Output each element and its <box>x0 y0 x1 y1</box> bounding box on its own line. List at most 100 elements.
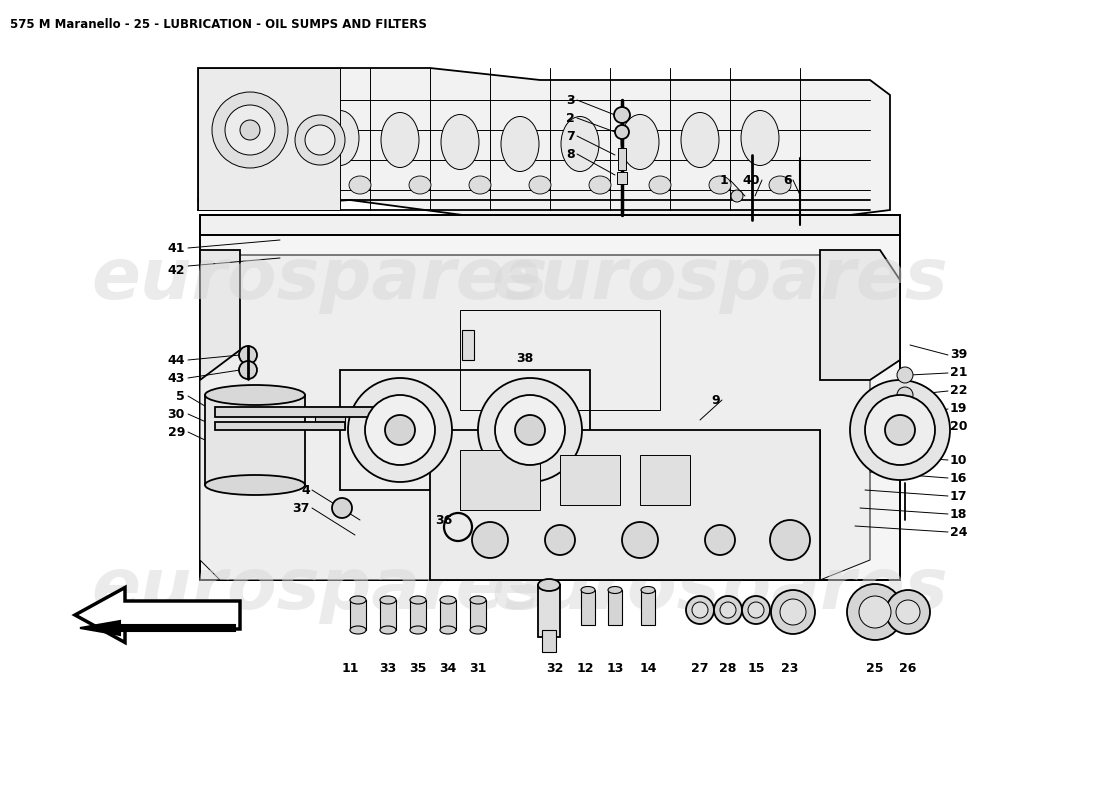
Circle shape <box>886 590 929 634</box>
Circle shape <box>896 367 913 383</box>
Text: 29: 29 <box>167 426 185 438</box>
Bar <box>315 415 345 429</box>
Circle shape <box>239 346 257 364</box>
Text: 25: 25 <box>867 662 883 674</box>
Text: 41: 41 <box>167 242 185 254</box>
Circle shape <box>332 498 352 518</box>
Bar <box>460 310 660 410</box>
Circle shape <box>770 520 810 560</box>
Text: eurospares: eurospares <box>91 246 549 314</box>
Circle shape <box>886 415 915 445</box>
Circle shape <box>692 602 708 618</box>
Bar <box>440 600 456 630</box>
Text: 12: 12 <box>576 662 594 674</box>
Bar <box>581 590 595 625</box>
Text: 44: 44 <box>167 354 185 366</box>
Text: 42: 42 <box>167 263 185 277</box>
Circle shape <box>240 120 260 140</box>
Bar <box>618 148 626 170</box>
Bar <box>560 455 620 505</box>
Text: 18: 18 <box>950 507 967 521</box>
Bar <box>470 600 486 630</box>
Circle shape <box>850 380 950 480</box>
Polygon shape <box>198 68 340 210</box>
Circle shape <box>859 596 891 628</box>
Text: 6: 6 <box>783 174 792 186</box>
Text: 38: 38 <box>516 351 534 365</box>
Circle shape <box>865 395 935 465</box>
Ellipse shape <box>470 626 486 634</box>
Circle shape <box>305 125 336 155</box>
Circle shape <box>896 387 913 403</box>
Ellipse shape <box>229 176 251 194</box>
Text: 1: 1 <box>719 174 728 186</box>
Text: 14: 14 <box>639 662 657 674</box>
Text: 21: 21 <box>950 366 968 379</box>
Ellipse shape <box>608 586 622 594</box>
Ellipse shape <box>350 596 366 604</box>
FancyArrow shape <box>80 621 235 635</box>
Circle shape <box>686 596 714 624</box>
Text: 32: 32 <box>547 662 563 674</box>
Ellipse shape <box>266 107 304 162</box>
Ellipse shape <box>581 586 595 594</box>
Circle shape <box>544 525 575 555</box>
Circle shape <box>748 602 764 618</box>
Ellipse shape <box>681 113 719 167</box>
Ellipse shape <box>211 102 249 158</box>
Text: 17: 17 <box>950 490 968 502</box>
Polygon shape <box>200 235 900 580</box>
Ellipse shape <box>441 114 478 170</box>
Bar <box>340 370 590 490</box>
Text: 28: 28 <box>719 662 737 674</box>
Ellipse shape <box>349 176 371 194</box>
Bar <box>641 590 654 625</box>
Ellipse shape <box>379 626 396 634</box>
Circle shape <box>732 190 742 202</box>
Polygon shape <box>198 68 890 240</box>
Text: 40: 40 <box>742 174 760 186</box>
Text: 13: 13 <box>606 662 624 674</box>
Circle shape <box>515 415 544 445</box>
Polygon shape <box>200 250 240 380</box>
Text: eurospares: eurospares <box>492 555 948 625</box>
Bar <box>410 600 426 630</box>
Circle shape <box>780 599 806 625</box>
Text: 33: 33 <box>379 662 397 674</box>
Bar <box>205 395 305 485</box>
Ellipse shape <box>410 596 426 604</box>
Ellipse shape <box>769 176 791 194</box>
Circle shape <box>495 395 565 465</box>
Ellipse shape <box>205 385 305 405</box>
Bar <box>460 450 540 510</box>
Circle shape <box>348 378 452 482</box>
Ellipse shape <box>350 626 366 634</box>
Ellipse shape <box>440 626 456 634</box>
Circle shape <box>295 115 345 165</box>
Text: eurospares: eurospares <box>492 246 948 314</box>
Text: 9: 9 <box>712 394 720 406</box>
Circle shape <box>742 596 770 624</box>
Text: 35: 35 <box>409 662 427 674</box>
Text: 16: 16 <box>950 471 967 485</box>
Circle shape <box>714 596 742 624</box>
Bar <box>350 600 366 630</box>
Polygon shape <box>200 215 900 235</box>
Text: 34: 34 <box>439 662 456 674</box>
Circle shape <box>705 525 735 555</box>
Circle shape <box>896 600 920 624</box>
Bar <box>608 590 622 625</box>
Text: 24: 24 <box>950 526 968 538</box>
Circle shape <box>472 522 508 558</box>
Text: 30: 30 <box>167 407 185 421</box>
Bar <box>214 407 380 417</box>
Ellipse shape <box>538 579 560 591</box>
Polygon shape <box>200 255 870 580</box>
Text: 36: 36 <box>434 514 452 526</box>
Circle shape <box>847 584 903 640</box>
Text: 27: 27 <box>691 662 708 674</box>
Circle shape <box>621 522 658 558</box>
Text: 2: 2 <box>566 111 575 125</box>
Circle shape <box>239 361 257 379</box>
Ellipse shape <box>205 475 305 495</box>
